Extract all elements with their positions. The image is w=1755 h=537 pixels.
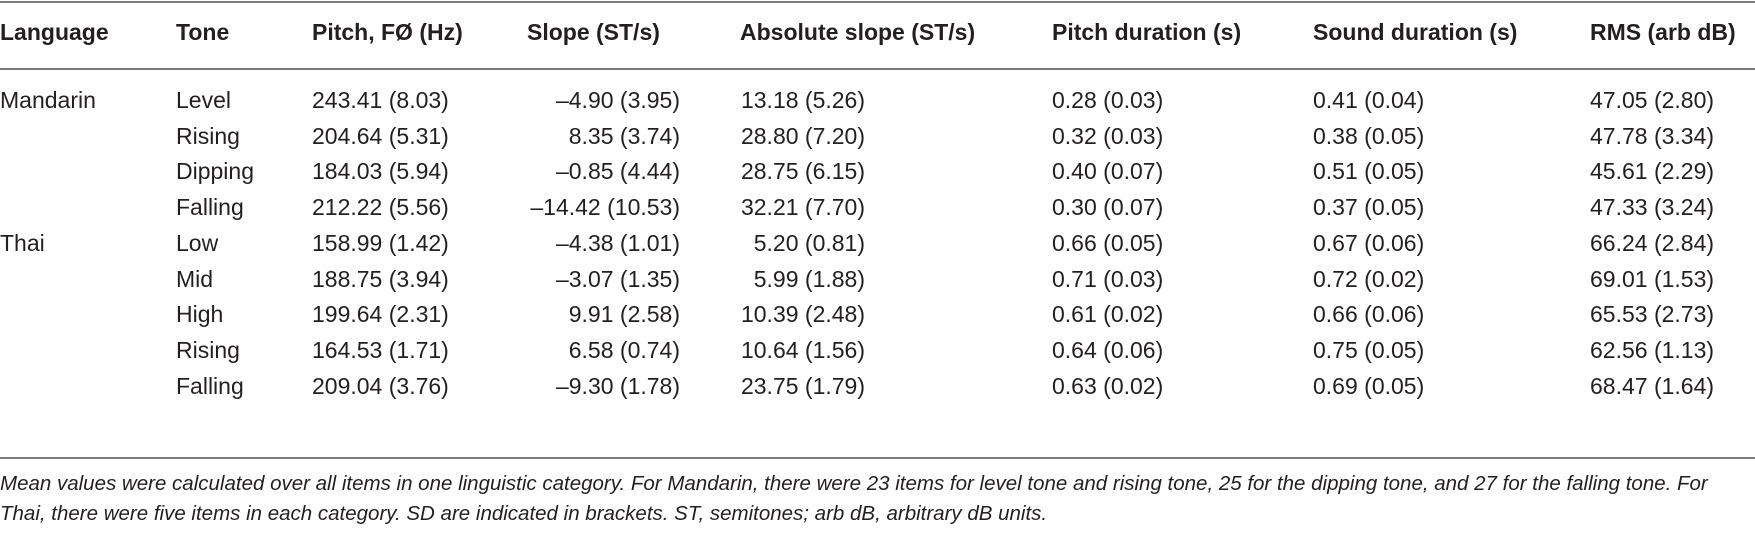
cell-language: Mandarin: [0, 87, 96, 113]
cell-tone: Mid: [176, 265, 214, 292]
cell-tone: Dipping: [176, 158, 254, 185]
cell-sound-duration: 0.41 (0.04): [1313, 87, 1425, 113]
cell-rms: 47.33 (3.24): [1590, 194, 1715, 221]
table-row: Dipping 184.03 (5.94) –0.85 (4.44) 28.75 (6…: [0, 151, 1755, 191]
cell-rms: 69.01 (1.53): [1590, 265, 1715, 292]
cell-pitch-duration: 0.71 (0.03): [1052, 265, 1164, 292]
cell-tone: Level: [176, 87, 231, 113]
cell-rms: 47.78 (3.34): [1590, 122, 1715, 149]
cell-pitch-duration: 0.32 (0.03): [1052, 122, 1164, 149]
table-row: Mandarin Level 243.41 (8.03) –4.90 (3.95) 13…: [0, 80, 1755, 120]
cell-pitch-duration: 0.66 (0.05): [1052, 229, 1164, 256]
cell-absolute-slope: 10.64 (1.56): [740, 336, 865, 363]
header-sound-duration: Sound duration (s): [1313, 19, 1518, 45]
header-absolute-slope: Absolute slope (ST/s): [740, 19, 976, 45]
cell-slope: –4.38 (1.01): [555, 229, 680, 256]
table-top-rule: [0, 1, 1755, 3]
cell-rms: 62.56 (1.13): [1590, 336, 1715, 363]
cell-pitch: 212.22 (5.56): [312, 194, 449, 221]
cell-pitch: 243.41 (8.03): [312, 87, 449, 113]
cell-slope: –3.07 (1.35): [555, 265, 680, 292]
table-caption: Mean values were calculated over all ite…: [0, 472, 1708, 525]
cell-pitch: 204.64 (5.31): [312, 122, 449, 149]
cell-tone: Rising: [176, 336, 240, 363]
cell-sound-duration: 0.75 (0.05): [1313, 336, 1425, 363]
table-row: Rising 204.64 (5.31) 8.35 (3.74) 28.80 (7.2…: [0, 116, 1755, 156]
table-row: High 199.64 (2.31) 9.91 (2.58) 10.39 (2.48)…: [0, 294, 1755, 334]
cell-sound-duration: 0.38 (0.05): [1313, 122, 1425, 149]
cell-absolute-slope: 23.75 (1.79): [740, 372, 865, 399]
cell-tone: Rising: [176, 122, 240, 149]
cell-slope: –4.90 (3.95): [555, 87, 680, 113]
table-row: Mid 188.75 (3.94) –3.07 (1.35) 5.99 (1.88) 0…: [0, 259, 1755, 299]
cell-pitch: 209.04 (3.76): [312, 372, 449, 399]
cell-absolute-slope: 28.75 (6.15): [740, 158, 865, 185]
header-language: Language: [0, 19, 109, 45]
header-pitch-duration: Pitch duration (s): [1052, 19, 1242, 45]
cell-pitch-duration: 0.40 (0.07): [1052, 158, 1164, 185]
cell-slope: –9.30 (1.78): [555, 372, 680, 399]
cell-pitch-duration: 0.30 (0.07): [1052, 194, 1164, 221]
cell-pitch: 184.03 (5.94): [312, 158, 449, 185]
cell-sound-duration: 0.66 (0.06): [1313, 301, 1425, 328]
cell-slope: –14.42 (10.53): [530, 194, 680, 221]
table-row: Rising 164.53 (1.71) 6.58 (0.74) 10.64 (1.5…: [0, 330, 1755, 370]
table-bottom-rule: [0, 457, 1755, 459]
header-pitch: Pitch, FØ (Hz): [312, 19, 463, 45]
cell-sound-duration: 0.69 (0.05): [1313, 372, 1425, 399]
table-row: Falling 212.22 (5.56) –14.42 (10.53) 32.21 …: [0, 187, 1755, 227]
cell-rms: 65.53 (2.73): [1590, 301, 1715, 328]
cell-pitch: 164.53 (1.71): [312, 336, 449, 363]
cell-slope: –0.85 (4.44): [555, 158, 680, 185]
cell-pitch: 158.99 (1.42): [312, 229, 449, 256]
cell-pitch-duration: 0.63 (0.02): [1052, 372, 1164, 399]
table-row: Thai Low 158.99 (1.42) –4.38 (1.01) 5.20 (0.…: [0, 223, 1755, 263]
table-header-rule: [0, 68, 1755, 70]
cell-language: Thai: [0, 229, 45, 256]
cell-absolute-slope: 32.21 (7.70): [740, 194, 865, 221]
header-slope: Slope (ST/s): [527, 19, 660, 45]
header-tone: Tone: [176, 19, 230, 45]
cell-tone: Falling: [176, 194, 244, 221]
cell-rms: 68.47 (1.64): [1590, 372, 1715, 399]
cell-pitch-duration: 0.61 (0.02): [1052, 301, 1164, 328]
cell-absolute-slope: 5.99 (1.88): [753, 265, 865, 292]
cell-pitch: 188.75 (3.94): [312, 265, 449, 292]
cell-pitch: 199.64 (2.31): [312, 301, 449, 328]
cell-tone: Low: [176, 229, 219, 256]
cell-sound-duration: 0.67 (0.06): [1313, 229, 1425, 256]
cell-sound-duration: 0.37 (0.05): [1313, 194, 1425, 221]
cell-slope: 8.35 (3.74): [568, 122, 680, 149]
cell-absolute-slope: 10.39 (2.48): [740, 301, 865, 328]
header-rms: RMS (arb dB): [1590, 19, 1736, 45]
cell-slope: 9.91 (2.58): [568, 301, 680, 328]
cell-tone: High: [176, 301, 224, 328]
cell-sound-duration: 0.72 (0.02): [1313, 265, 1425, 292]
cell-pitch-duration: 0.64 (0.06): [1052, 336, 1164, 363]
cell-absolute-slope: 13.18 (5.26): [740, 87, 865, 113]
cell-pitch-duration: 0.28 (0.03): [1052, 87, 1164, 113]
cell-tone: Falling: [176, 372, 244, 399]
cell-sound-duration: 0.51 (0.05): [1313, 158, 1425, 185]
cell-absolute-slope: 28.80 (7.20): [740, 122, 865, 149]
cell-slope: 6.58 (0.74): [568, 336, 680, 363]
cell-rms: 66.24 (2.84): [1590, 229, 1715, 256]
table-header-row: Language Tone Pitch, FØ (Hz) Slope (ST/s…: [0, 12, 1755, 52]
cell-rms: 47.05 (2.80): [1590, 87, 1715, 113]
cell-absolute-slope: 5.20 (0.81): [753, 229, 865, 256]
cell-rms: 45.61 (2.29): [1590, 158, 1715, 185]
table-row: Falling 209.04 (3.76) –9.30 (1.78) 23.75 (1…: [0, 366, 1755, 406]
